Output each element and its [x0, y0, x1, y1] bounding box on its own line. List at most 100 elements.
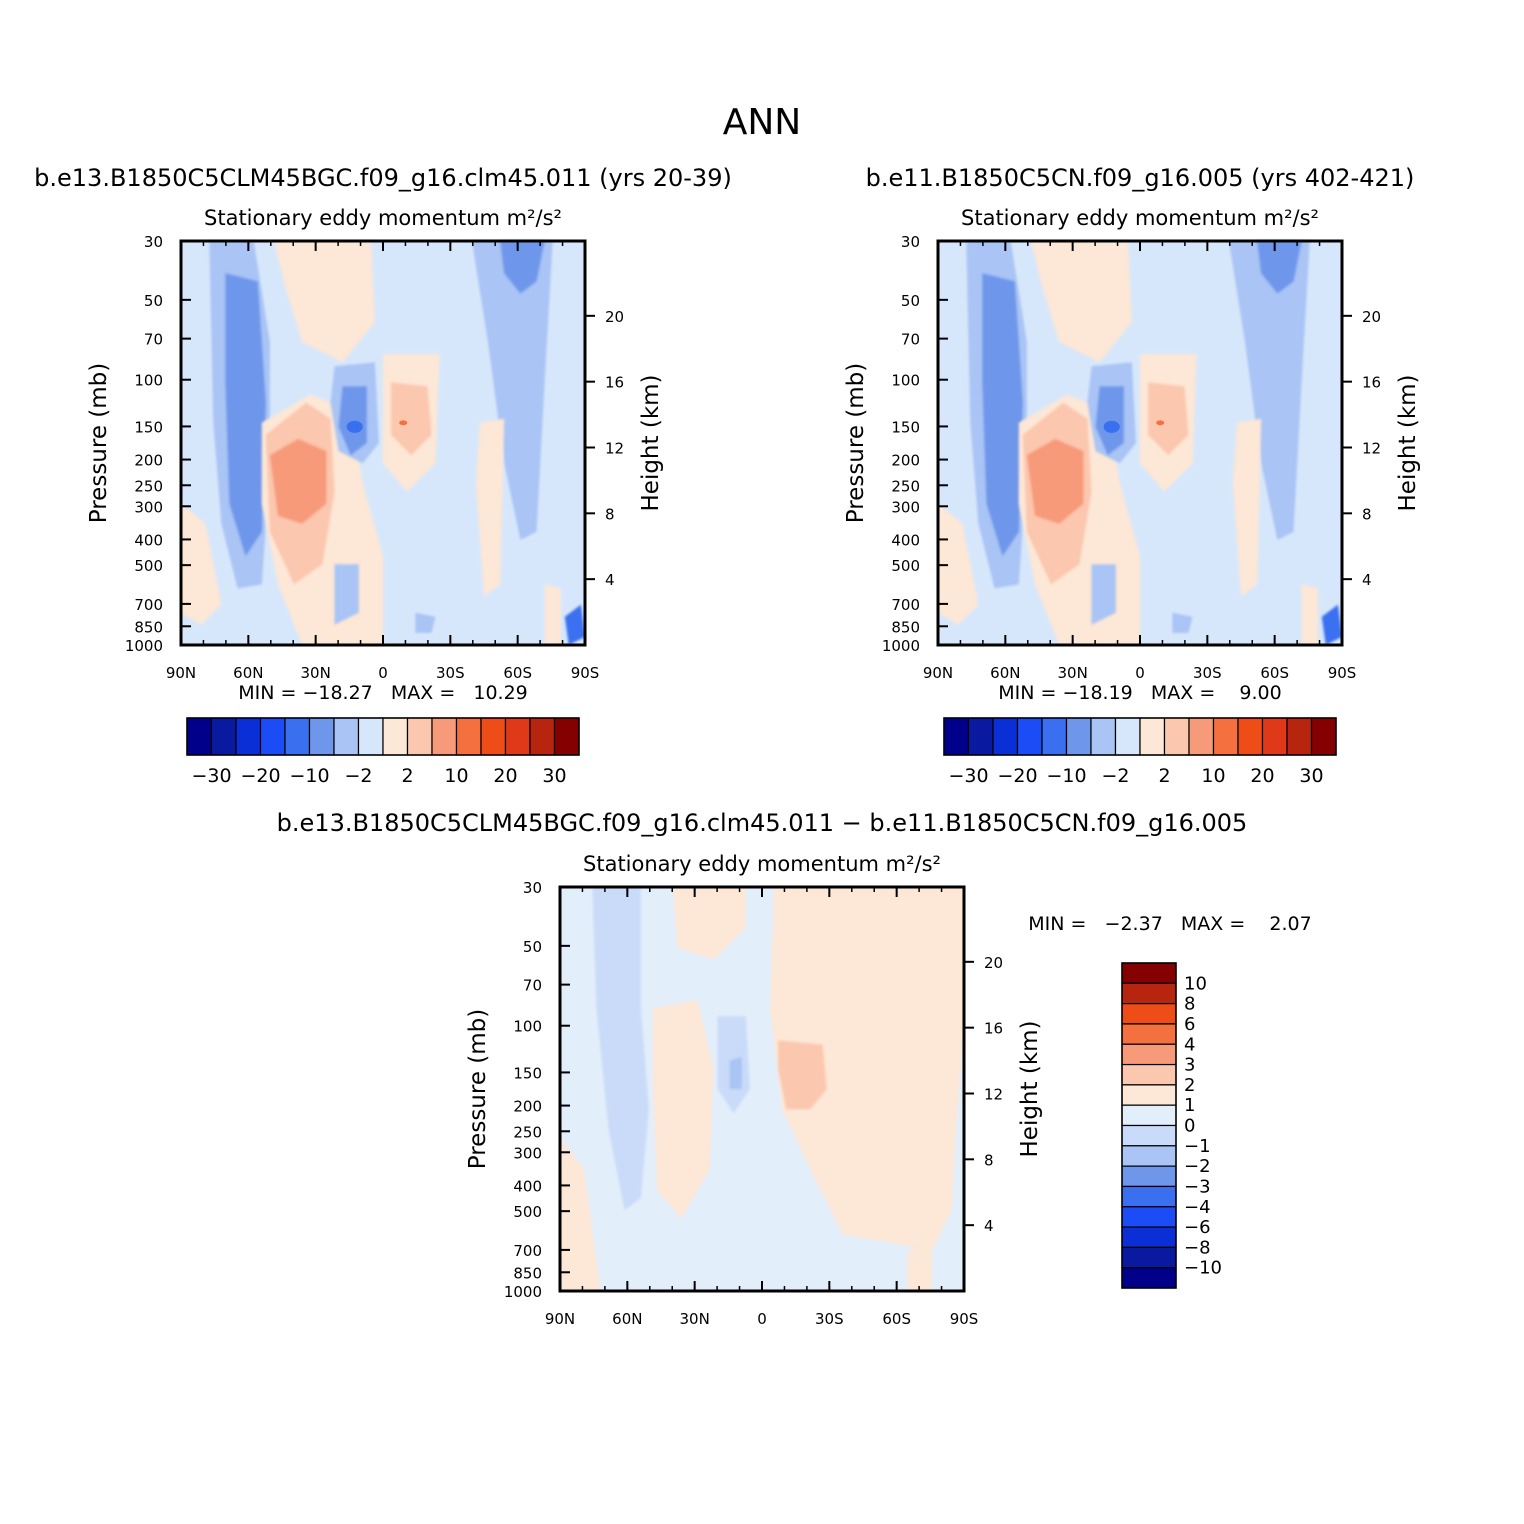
colorbar-bin: [1121, 1226, 1177, 1248]
colorbar-label: 1: [1184, 1095, 1195, 1116]
colorbar: −30 −20 −10 −2 2 10 20 30: [186, 717, 580, 787]
y2-tick-label: 16: [984, 1020, 1003, 1038]
y-tick-label: 70: [523, 977, 542, 995]
units-label: m²/s²: [507, 206, 562, 230]
colorbar-bin: [1121, 1124, 1177, 1147]
colorbar-bin: [1310, 717, 1337, 756]
colorbar-bin: [1121, 1063, 1177, 1086]
x-tick-label: 60S: [1260, 664, 1289, 682]
colorbar-label: 8: [1184, 994, 1195, 1015]
y-tick-label: 200: [134, 452, 163, 470]
y2-axis-label: Height (km): [1017, 1020, 1043, 1157]
contour-region: [564, 604, 585, 645]
x-tick-label: 60S: [882, 1310, 911, 1328]
colorbar-bin: [1286, 717, 1313, 756]
y-tick-label: 50: [144, 292, 163, 310]
y-tick-label: 100: [513, 1018, 542, 1036]
y-tick-label: 300: [513, 1144, 542, 1162]
colorbar-bin: [1121, 1165, 1177, 1188]
y-tick-label: 300: [134, 498, 163, 516]
y-tick-label: 700: [891, 596, 920, 614]
colorbar-bin: [1121, 1267, 1177, 1289]
contour-extremum: [346, 420, 363, 433]
colorbar-bin: [1121, 1023, 1177, 1045]
x-tick-label: 90S: [950, 1310, 979, 1328]
colorbar-label: 20: [1250, 765, 1274, 787]
colorbar-label: −20: [997, 765, 1037, 787]
colorbar-label: −1: [1184, 1136, 1211, 1157]
contour-region: [770, 887, 964, 1251]
contour-field: [181, 241, 585, 645]
y-tick-label: 400: [513, 1177, 542, 1195]
contour-region: [273, 241, 375, 363]
colorbar-bin: [406, 717, 433, 756]
y-tick-label: 500: [513, 1203, 542, 1221]
panel-subtitle: Stationary eddy momentum m²/s²: [961, 206, 1319, 230]
colorbar-bin: [1212, 717, 1239, 756]
x-tick-label: 90S: [571, 664, 600, 682]
colorbar: −30 −20 −10 −2 2 10 20 30: [943, 717, 1337, 787]
y-tick-label: 850: [513, 1264, 542, 1282]
y-tick-label: 500: [891, 557, 920, 575]
contour-region: [269, 439, 327, 524]
panel-title: b.e13.B1850C5CLM45BGC.f09_g16.clm45.011 …: [34, 164, 732, 192]
panel-subtitle: Stationary eddy momentum m²/s²: [583, 852, 941, 876]
y-tick-label: 50: [901, 292, 920, 310]
colorbar-bin: [480, 717, 507, 756]
colorbar-label: 30: [1299, 765, 1323, 787]
x-tick-label: 90N: [166, 664, 196, 682]
contour-region: [673, 887, 746, 960]
y-tick-label: 100: [891, 372, 920, 390]
contour-field: [560, 887, 964, 1291]
contour-extremum: [1103, 420, 1120, 433]
colorbar-bin: [1163, 717, 1190, 756]
y2-tick-label: 16: [605, 374, 624, 392]
x-tick-label: 30S: [815, 1310, 844, 1328]
colorbar-bin: [186, 717, 213, 756]
y2-axis-label: Height (km): [1395, 374, 1421, 511]
colorbar-frame: [186, 717, 580, 756]
colorbar-bin: [1121, 1145, 1177, 1167]
y-tick-label: 850: [891, 618, 920, 636]
colorbar-bin: [1121, 1246, 1177, 1269]
y2-axis-label: Height (km): [638, 374, 664, 511]
colorbar-bin: [1121, 1043, 1177, 1066]
colorbar-bin: [259, 717, 286, 756]
contour-region: [181, 503, 222, 625]
panel-title: b.e11.B1850C5CN.f09_g16.005 (yrs 402-421…: [866, 164, 1415, 192]
contour-region: [1148, 382, 1189, 456]
colorbar-label: −20: [240, 765, 280, 787]
colorbar-label: −30: [191, 765, 231, 787]
colorbar-bin: [1261, 717, 1288, 756]
y-tick-label: 150: [513, 1064, 542, 1082]
panel-subtitle: Stationary eddy momentum m²/s²: [204, 206, 562, 230]
contour-region: [652, 1000, 714, 1219]
colorbar-bin: [992, 717, 1019, 756]
colorbar-bin: [382, 717, 409, 756]
y-axis-label: Pressure (mb): [465, 1009, 491, 1169]
contour-region: [1091, 564, 1116, 625]
contour-region: [1228, 241, 1310, 540]
colorbar-bin: [1121, 982, 1177, 1005]
colorbar-label: −4: [1184, 1197, 1211, 1218]
colorbar-bin: [529, 717, 556, 756]
contour-region: [560, 1137, 601, 1291]
colorbar-bin: [1121, 1185, 1177, 1208]
colorbar-bin: [1121, 1104, 1177, 1127]
y-tick-label: 30: [523, 879, 542, 897]
colorbar-bin: [1041, 717, 1068, 756]
colorbar-bin: [1237, 717, 1264, 756]
y-tick-label: 250: [513, 1123, 542, 1141]
y-tick-label: 70: [901, 331, 920, 349]
x-tick-label: 0: [1135, 664, 1145, 682]
contour-region: [338, 386, 367, 456]
contour-region: [471, 241, 553, 540]
x-tick-label: 30N: [680, 1310, 710, 1328]
contour-region: [1301, 584, 1318, 645]
units-label: m²/s²: [1264, 206, 1319, 230]
axes: 90N 60N 30N 0 30S 60S 90S 30 50 70 100 150 200 250 300…: [465, 879, 1043, 1328]
variable-name: Stationary eddy momentum: [204, 206, 500, 230]
y2-tick-label: 16: [1362, 374, 1381, 392]
